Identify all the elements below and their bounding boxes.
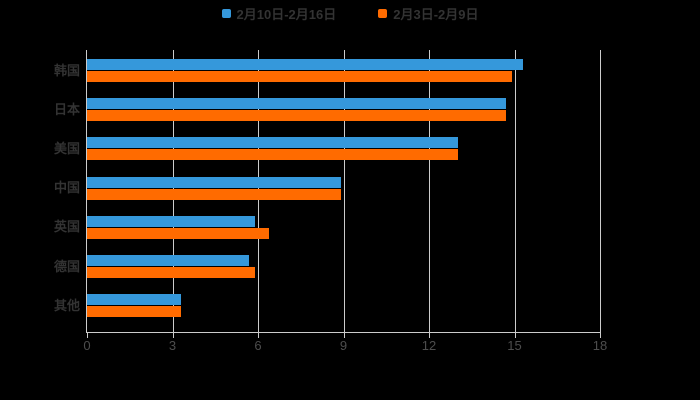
- bar-韩国-series-1: [87, 71, 512, 82]
- category-label: 英国: [53, 219, 80, 235]
- x-axis-tick: [343, 333, 345, 338]
- bar-日本-series-1: [87, 110, 506, 122]
- gridline: [600, 50, 601, 332]
- x-axis-tick: [514, 333, 516, 338]
- x-axis-tick: [87, 333, 88, 338]
- gridline: [429, 50, 430, 332]
- legend-item-week-previous[interactable]: 2月3日-2月9日: [378, 4, 478, 23]
- legend-item-week-current[interactable]: 2月10日-2月16日: [221, 4, 337, 23]
- x-axis-tick: [258, 333, 259, 338]
- x-axis-tick-label: 9: [339, 338, 348, 353]
- x-axis-tick: [429, 333, 430, 338]
- bar-其他-series-0: [87, 294, 182, 306]
- category-label: 韩国: [53, 62, 80, 78]
- bar-中国-series-1: [87, 188, 341, 200]
- bar-美国-series-1: [87, 149, 458, 161]
- x-axis-tick-label: 0: [83, 338, 91, 353]
- bar-德国-series-0: [87, 255, 250, 266]
- bar-英国-series-0: [87, 215, 256, 227]
- bar-韩国-series-0: [87, 59, 524, 70]
- legend-label: 2月3日-2月9日: [393, 7, 479, 22]
- x-axis-tick: [172, 333, 174, 338]
- bar-英国-series-1: [87, 227, 270, 239]
- bar-日本-series-0: [87, 98, 506, 110]
- bar-其他-series-1: [87, 306, 182, 318]
- bar-美国-series-0: [87, 137, 458, 149]
- x-axis-tick-label: 3: [168, 338, 177, 353]
- chart-legend: 2月10日-2月16日 2月3日-2月9日: [0, 4, 700, 23]
- bar-中国-series-0: [87, 176, 341, 188]
- gridline: [343, 50, 345, 332]
- x-axis-tick-label: 6: [254, 338, 262, 353]
- x-axis-line: [86, 332, 601, 333]
- category-label: 美国: [53, 140, 80, 156]
- category-label: 日本: [53, 101, 80, 117]
- gridline: [514, 50, 516, 332]
- legend-marker-orange-icon: [378, 9, 388, 18]
- category-label: 其他: [53, 297, 80, 313]
- legend-label: 2月10日-2月16日: [236, 7, 337, 22]
- x-axis-tick: [600, 333, 601, 338]
- category-label: 德国: [53, 258, 80, 274]
- bar-德国-series-1: [87, 267, 256, 278]
- legend-marker-blue-icon: [221, 9, 231, 18]
- y-axis-line: [86, 50, 87, 332]
- category-label: 中国: [53, 180, 80, 196]
- x-axis-tick-label: 12: [421, 338, 437, 353]
- x-axis-tick-label: 18: [592, 338, 608, 353]
- x-axis-tick-label: 15: [507, 338, 522, 353]
